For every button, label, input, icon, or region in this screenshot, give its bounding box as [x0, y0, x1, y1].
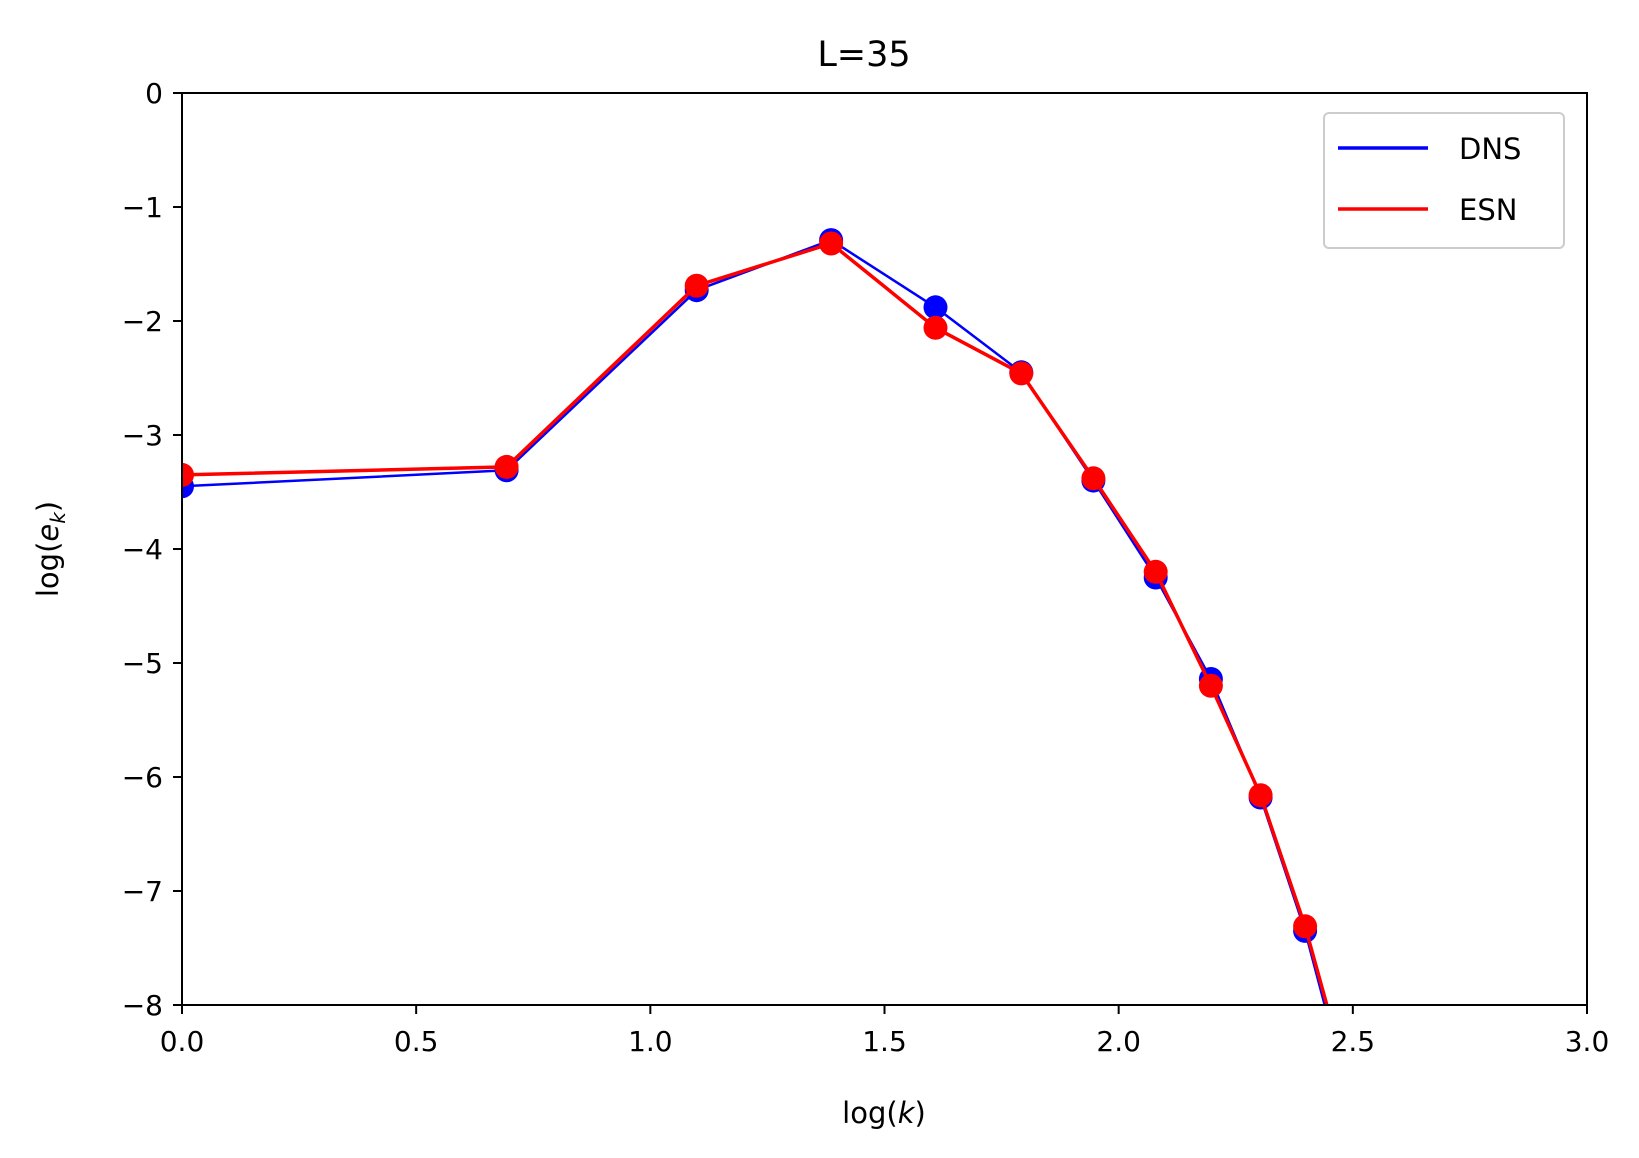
x-axis-label-var: k: [898, 1096, 916, 1130]
x-axis-label: log(k): [842, 1096, 926, 1130]
data-point-esn: [819, 231, 844, 256]
y-tick-label: −3: [122, 419, 163, 452]
legend: DNS ESN: [1323, 112, 1565, 249]
x-tick-label: 1.0: [628, 1025, 673, 1058]
series-line-esn: [182, 241, 1329, 1005]
y-axis-label: log(ek): [31, 501, 70, 597]
y-tick-label: −7: [122, 875, 163, 908]
y-tick-label: −1: [122, 191, 163, 224]
y-tick-label: −8: [122, 989, 163, 1022]
x-axis-label-prefix: log(: [842, 1096, 898, 1130]
data-point-esn: [1198, 673, 1223, 698]
y-tick-label: −4: [122, 533, 163, 566]
data-point-esn: [1248, 783, 1273, 808]
x-tick-label: 3.0: [1565, 1025, 1610, 1058]
legend-label-dns: DNS: [1459, 132, 1521, 166]
series-esn: [182, 231, 1329, 1005]
x-tick-label: 1.5: [862, 1025, 907, 1058]
y-axis-label-prefix: log(: [31, 542, 65, 598]
x-axis: 0.0 0.5 1.0 1.5 2.0 2.5 3.0: [160, 1005, 1610, 1058]
x-tick-label: 0.0: [160, 1025, 205, 1058]
series-line-dns: [182, 238, 1326, 1005]
data-point-esn: [494, 454, 519, 479]
y-tick-label: −6: [122, 761, 163, 794]
legend-box: [1323, 112, 1565, 249]
y-axis-label-suffix: ): [31, 501, 65, 512]
chart-title: L=35: [817, 35, 910, 75]
y-tick-label: −2: [122, 305, 163, 338]
legend-label-esn: ESN: [1459, 193, 1517, 227]
series-dns: [182, 228, 1326, 1005]
y-axis-label-sub: k: [46, 511, 70, 524]
y-axis: 0 −1 −2 −3 −4 −5 −6 −7 −8: [122, 77, 182, 1022]
data-point-esn: [1009, 361, 1034, 386]
data-point-esn: [923, 315, 948, 340]
y-axis-label-var: e: [31, 524, 65, 542]
series-layer: [182, 228, 1329, 1005]
y-tick-label: −5: [122, 647, 163, 680]
data-point-dns: [923, 295, 948, 320]
x-tick-label: 2.0: [1096, 1025, 1141, 1058]
data-point-esn: [1143, 559, 1168, 584]
data-point-esn: [684, 273, 709, 298]
data-point-esn: [182, 462, 194, 487]
x-tick-label: 0.5: [394, 1025, 439, 1058]
data-point-esn: [1293, 914, 1318, 939]
y-tick-label: 0: [145, 77, 163, 110]
x-tick-label: 2.5: [1331, 1025, 1376, 1058]
data-point-esn: [1081, 466, 1106, 491]
x-axis-label-suffix: ): [915, 1096, 926, 1130]
